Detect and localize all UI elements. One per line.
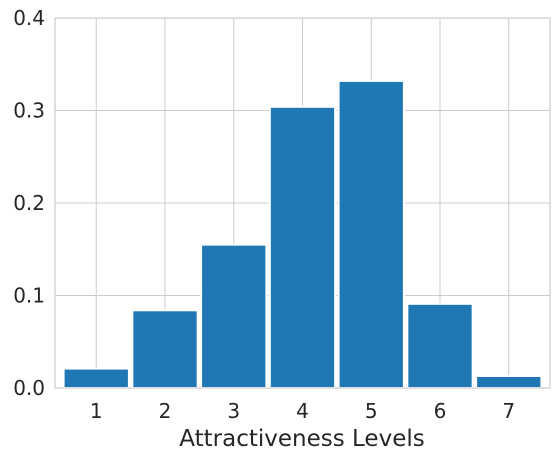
bar-5 xyxy=(337,79,405,390)
x-tick-label: 4 xyxy=(296,399,309,423)
x-tick-label: 7 xyxy=(502,399,515,423)
x-axis-label: Attractiveness Levels xyxy=(179,426,424,452)
x-tick-label: 5 xyxy=(365,399,378,423)
x-tick-label: 6 xyxy=(434,399,447,423)
x-tick-label: 2 xyxy=(159,399,172,423)
bar-2 xyxy=(131,309,199,389)
x-tick-labels: 1 2 3 4 5 6 7 xyxy=(90,399,515,423)
y-tick-label: 0.2 xyxy=(13,191,45,215)
y-tick-label: 0.4 xyxy=(13,6,45,30)
x-tick-label: 3 xyxy=(227,399,240,423)
bar-3 xyxy=(200,243,268,389)
y-tick-label: 0.1 xyxy=(13,284,45,308)
bars xyxy=(62,79,543,390)
y-tick-label: 0.3 xyxy=(13,99,45,123)
y-tick-labels: 0.0 0.1 0.2 0.3 0.4 xyxy=(13,6,45,400)
bar-1 xyxy=(62,367,130,390)
bar-7 xyxy=(475,374,543,390)
bar-4 xyxy=(268,105,337,390)
y-tick-label: 0.0 xyxy=(13,376,45,400)
x-tick-label: 1 xyxy=(90,399,103,423)
plot-frame xyxy=(54,17,551,389)
bar-6 xyxy=(406,302,474,390)
plot-border xyxy=(54,17,551,389)
